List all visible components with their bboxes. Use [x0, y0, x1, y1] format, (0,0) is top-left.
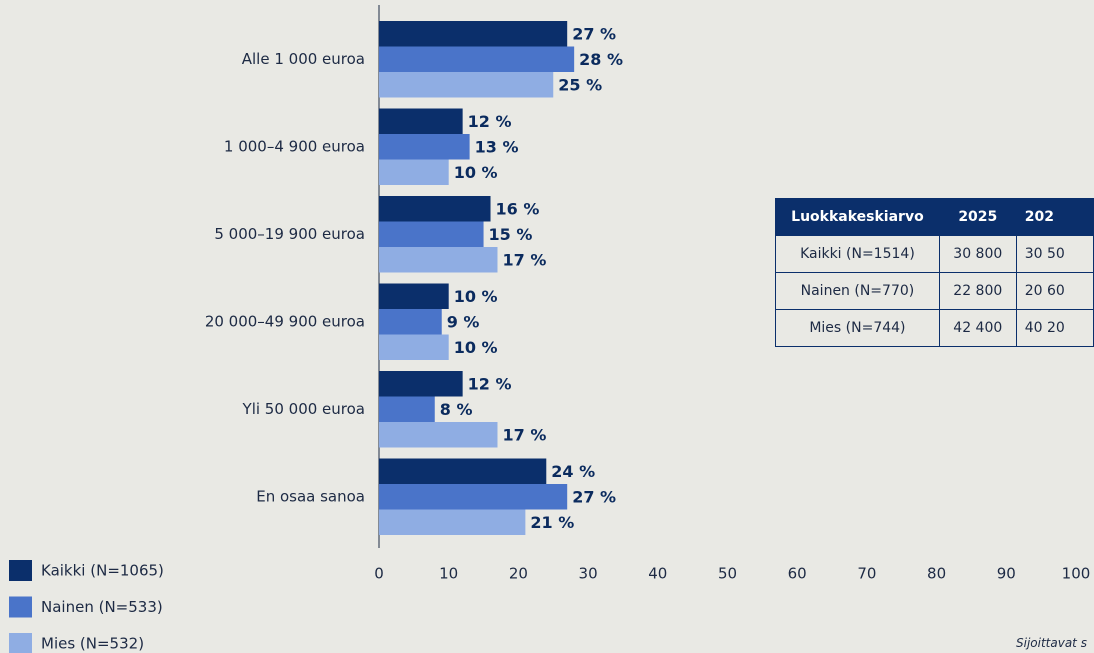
value-label: 12 %: [468, 374, 512, 393]
bar: [379, 221, 484, 247]
footnote: Sijoittavat s: [1016, 636, 1087, 650]
value-label: 24 %: [551, 462, 595, 481]
bar: [379, 72, 554, 98]
x-tick-label: 30: [579, 565, 598, 583]
category-label: 5 000–19 900 euroa: [214, 225, 365, 243]
bar: [379, 509, 526, 535]
value-label: 10 %: [454, 163, 498, 182]
table-header-row: Luokkakeskiarvo 2025 202: [775, 198, 1094, 236]
x-tick-label: 60: [788, 565, 807, 583]
legend-label: Nainen (N=533): [41, 598, 163, 616]
bar: [379, 247, 498, 273]
bar: [379, 309, 442, 335]
value-label: 17 %: [502, 250, 546, 269]
category-label: Alle 1 000 euroa: [242, 50, 365, 68]
table-header-cell: 202: [1015, 198, 1094, 236]
x-tick-label: 10: [439, 565, 458, 583]
bar: [379, 159, 449, 185]
value-label: 13 %: [475, 137, 519, 156]
table-cell: 20 60: [1015, 272, 1094, 310]
bar: [379, 134, 470, 160]
summary-table: Luokkakeskiarvo 2025 202 Kaikki (N=1514) 30 …: [775, 198, 1094, 347]
bar: [379, 196, 491, 222]
legend-swatch: [9, 560, 32, 581]
bar: [379, 484, 568, 510]
legend-swatch: [9, 596, 32, 618]
table-header-cell: 2025: [938, 198, 1017, 236]
table-cell: 30 800: [938, 235, 1017, 273]
table-row: Mies (N=744) 42 400 40 20: [775, 309, 1094, 347]
bar: [379, 46, 575, 72]
category-label: En osaa sanoa: [256, 487, 365, 505]
bar: [379, 21, 568, 47]
x-tick-label: 90: [997, 565, 1016, 583]
value-label: 28 %: [579, 50, 623, 69]
bar: [379, 283, 449, 309]
x-tick-label: 50: [718, 565, 737, 583]
value-label: 10 %: [454, 287, 498, 306]
table-row: Nainen (N=770) 22 800 20 60: [775, 272, 1094, 310]
x-tick-label: 70: [857, 565, 876, 583]
bar: [379, 334, 449, 360]
x-tick-label: 20: [509, 565, 528, 583]
value-label: 15 %: [489, 225, 533, 244]
x-tick-label: 80: [927, 565, 946, 583]
value-label: 27 %: [572, 487, 616, 506]
value-label: 12 %: [468, 112, 512, 131]
category-label: 1 000–4 900 euroa: [224, 137, 365, 155]
legend-label: Kaikki (N=1065): [41, 562, 164, 580]
value-label: 9 %: [447, 312, 480, 331]
value-label: 10 %: [454, 338, 498, 357]
value-label: 21 %: [530, 513, 574, 532]
value-label: 17 %: [502, 425, 546, 444]
x-tick-label: 40: [648, 565, 667, 583]
table-cell: 42 400: [938, 309, 1017, 347]
bar: [379, 108, 463, 134]
x-tick-label: 0: [374, 565, 384, 583]
bar: [379, 396, 435, 422]
table-cell: 30 50: [1015, 235, 1094, 273]
table-cell: Kaikki (N=1514): [775, 235, 940, 273]
category-label: Yli 50 000 euroa: [242, 400, 365, 418]
value-label: 25 %: [558, 75, 602, 94]
bar: [379, 422, 498, 448]
table-cell: Mies (N=744): [775, 309, 940, 347]
bar: [379, 458, 547, 484]
category-label: 20 000–49 900 euroa: [205, 312, 365, 330]
table-row: Kaikki (N=1514) 30 800 30 50: [775, 235, 1094, 273]
value-label: 8 %: [440, 400, 473, 419]
value-label: 27 %: [572, 24, 616, 43]
bar: [379, 371, 463, 397]
table-cell: 22 800: [938, 272, 1017, 310]
legend-label: Mies (N=532): [41, 635, 144, 653]
table-header-cell: Luokkakeskiarvo: [775, 198, 940, 236]
value-label: 16 %: [496, 199, 540, 218]
legend-swatch: [9, 633, 32, 653]
table-cell: Nainen (N=770): [775, 272, 940, 310]
table-cell: 40 20: [1015, 309, 1094, 347]
x-tick-label: 100: [1062, 565, 1091, 583]
